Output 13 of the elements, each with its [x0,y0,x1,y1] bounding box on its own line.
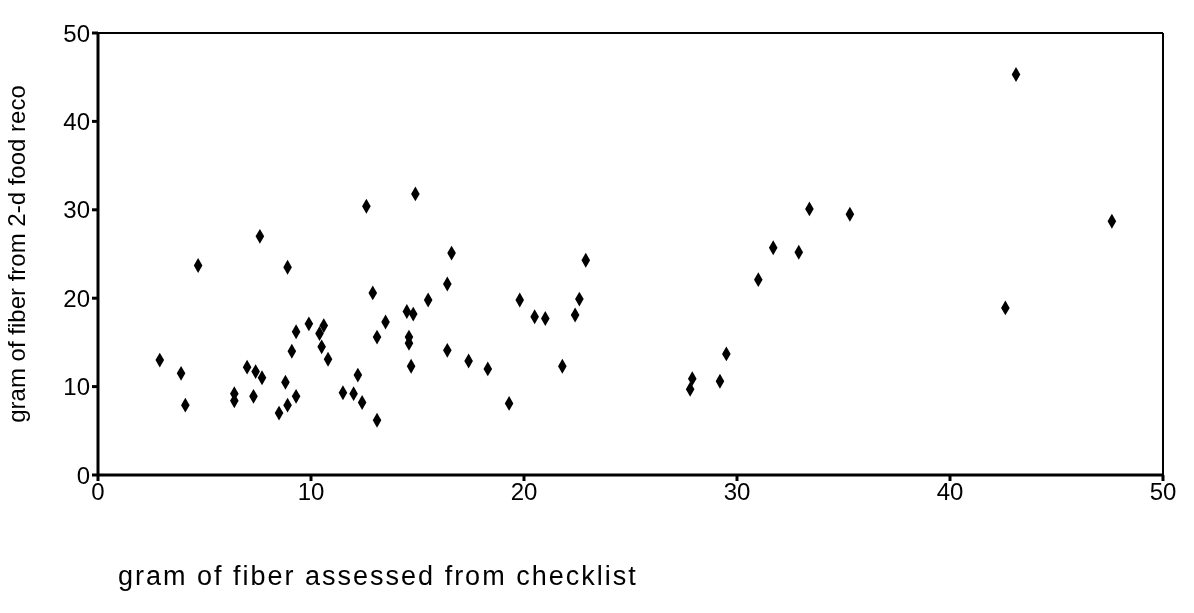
y-axis-title: gram of fiber from 2-d food reco [2,85,30,423]
x-tick-label: 10 [297,478,325,506]
y-tick-label: 10 [63,373,90,401]
y-tick-label: 20 [63,284,90,312]
x-tick-label: 40 [936,478,964,506]
y-tick-label: 30 [63,196,90,224]
x-tick-label: 30 [723,478,751,506]
x-tick-label: 50 [1149,478,1177,506]
x-axis-title: gram of fiber assessed from checklist [118,561,638,591]
y-tick-label: 0 [76,461,90,489]
y-tick-label: 40 [63,107,90,135]
x-tick-label: 20 [510,478,538,506]
y-tick-label: 50 [63,19,90,47]
